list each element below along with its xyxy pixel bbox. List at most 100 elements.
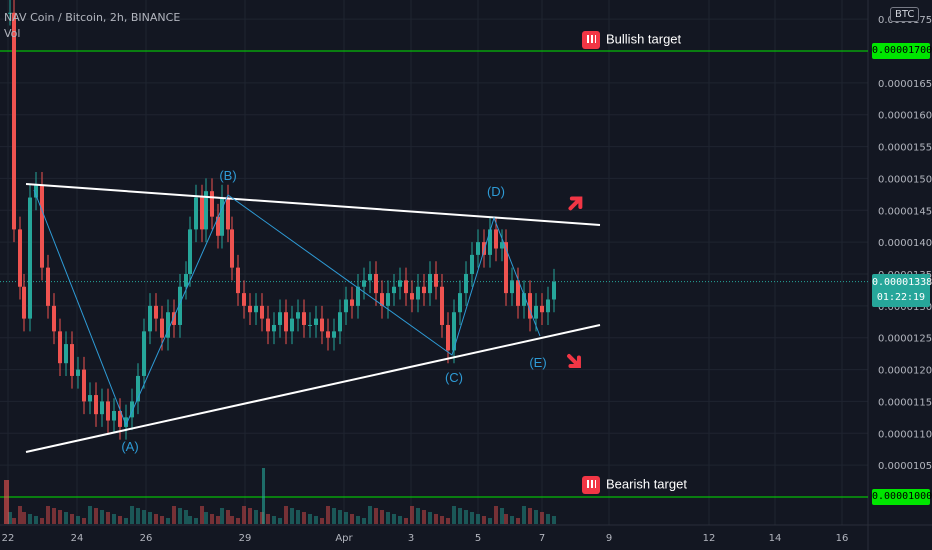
current-price-tag: 0.00001338 01:22:19 <box>872 274 932 307</box>
candle-body <box>476 242 480 255</box>
candle-body <box>464 274 468 294</box>
x-tick-label: Apr <box>335 533 353 544</box>
candle-body <box>296 312 300 319</box>
candle-body <box>362 280 366 287</box>
candle-body <box>302 312 306 325</box>
x-tick-label: 9 <box>606 533 612 544</box>
candle-body <box>522 293 526 306</box>
volume-bar <box>142 510 146 524</box>
volume-bar <box>398 516 402 524</box>
volume-bar <box>88 506 92 524</box>
candle-body <box>94 395 98 415</box>
volume-bar <box>28 514 32 524</box>
volume-bar <box>46 506 50 524</box>
candle-body <box>210 191 214 217</box>
volume-bar <box>308 514 312 524</box>
symbol-title: NAV Coin / Bitcoin, 2h, BINANCE <box>4 11 181 24</box>
volume-bar <box>504 514 508 524</box>
x-tick-label: 12 <box>703 533 716 544</box>
candle-body <box>204 191 208 230</box>
candle-body <box>470 254 474 274</box>
volume-bar <box>464 510 468 524</box>
volume-bar <box>302 512 306 524</box>
candle-body <box>12 12 16 230</box>
volume-bar <box>172 506 176 524</box>
volume-bar <box>446 518 450 524</box>
volume-bar <box>248 508 252 524</box>
volume-bar <box>34 516 38 524</box>
volume-bar <box>428 512 432 524</box>
candle-body <box>374 274 378 294</box>
volume-bar <box>130 506 134 524</box>
volume-bar <box>392 514 396 524</box>
candle-body <box>34 184 38 198</box>
candle-body <box>416 286 420 300</box>
candle-body <box>18 229 22 287</box>
volume-bar <box>204 512 208 524</box>
candle-body <box>528 293 532 319</box>
candle-body <box>136 375 140 402</box>
x-tick-label: 14 <box>769 533 782 544</box>
candle-body <box>272 324 276 332</box>
candle-body <box>356 286 360 306</box>
wave-label: (A) <box>121 439 138 454</box>
volume-bar <box>40 518 44 524</box>
candle-body <box>344 299 348 313</box>
volume-bar <box>64 512 68 524</box>
arrow-up-icon <box>568 196 583 211</box>
candle-body <box>142 331 146 376</box>
arrow-down-icon <box>567 354 581 368</box>
candle-body <box>226 197 230 230</box>
volume-bar <box>188 516 192 524</box>
candle-body <box>52 305 56 332</box>
volume-bar <box>272 516 276 524</box>
wave-label: (C) <box>445 370 463 385</box>
volume-bar <box>290 508 294 524</box>
volume-bar <box>154 514 158 524</box>
volume-bar <box>482 516 486 524</box>
volume-bar <box>82 518 86 524</box>
x-tick-label: 7 <box>539 533 545 544</box>
candle-body <box>332 331 336 338</box>
volume-bar <box>12 518 16 524</box>
candle-body <box>540 305 544 313</box>
volume-bar <box>124 518 128 524</box>
candle-body <box>398 280 402 287</box>
volume-bar <box>200 506 204 524</box>
candle-body <box>242 293 246 306</box>
candle-body <box>510 280 514 294</box>
volume-bar <box>296 510 300 524</box>
candle-body <box>118 410 122 427</box>
volume-bar <box>540 512 544 524</box>
current-price-value: 0.00001338 <box>872 277 932 288</box>
x-tick-label: 29 <box>239 533 252 544</box>
volume-bar <box>136 508 140 524</box>
candle-body <box>452 312 456 351</box>
candle-body <box>230 229 234 268</box>
candle-body <box>410 293 414 300</box>
volume-bar <box>416 508 420 524</box>
volume-bar <box>112 514 116 524</box>
flag-icon <box>582 476 600 494</box>
candle-body <box>326 331 330 338</box>
candle-body <box>488 229 492 255</box>
candle-body <box>434 274 438 287</box>
volume-bar <box>374 508 378 524</box>
candle-body <box>422 286 426 294</box>
candle-body <box>88 395 92 402</box>
candle-body <box>534 305 538 319</box>
candle-body <box>308 324 312 326</box>
volume-bar <box>278 518 282 524</box>
volume-bar <box>534 510 538 524</box>
wave-label: (D) <box>487 184 505 199</box>
candle-body <box>516 280 520 306</box>
candle-body <box>446 324 450 351</box>
volume-bar <box>494 506 498 524</box>
currency-badge[interactable]: BTC <box>890 7 920 22</box>
